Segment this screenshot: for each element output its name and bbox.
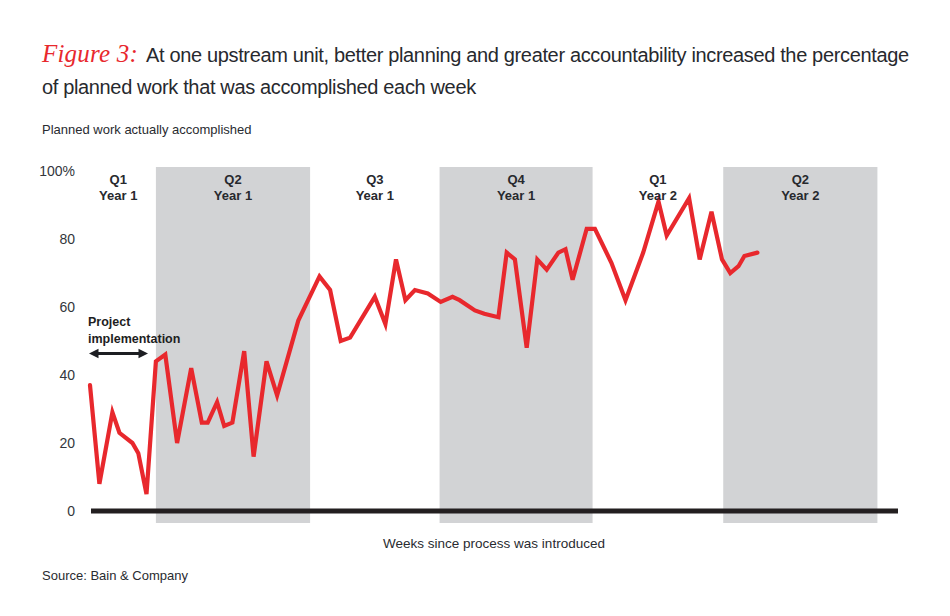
line-chart	[0, 0, 950, 616]
y-axis-tick-label: 20	[25, 435, 75, 451]
quarter-label: Q4Year 1	[456, 172, 576, 204]
arrow-head-left	[89, 349, 99, 359]
figure-page: Figure 3:At one upstream unit, better pl…	[0, 0, 950, 616]
quarter-label: Q3Year 1	[315, 172, 435, 204]
y-axis-tick-label: 80	[25, 231, 75, 247]
y-axis-tick-label: 60	[25, 299, 75, 315]
source-note: Source: Bain & Company	[42, 568, 188, 583]
quarter-label: Q2Year 1	[173, 172, 293, 204]
quarter-label: Q1Year 1	[58, 172, 178, 204]
quarter-band	[440, 167, 593, 523]
quarter-label: Q1Year 2	[598, 172, 718, 204]
y-axis-tick-label: 40	[25, 367, 75, 383]
y-axis-tick-label: 0	[25, 503, 75, 519]
x-axis-title: Weeks since process was introduced	[294, 536, 694, 551]
x-axis-line	[91, 509, 898, 514]
project-implementation-annotation: Project implementation	[88, 314, 180, 348]
quarter-label: Q2Year 2	[740, 172, 860, 204]
quarter-band	[723, 167, 877, 523]
arrow-head-right	[139, 349, 149, 359]
